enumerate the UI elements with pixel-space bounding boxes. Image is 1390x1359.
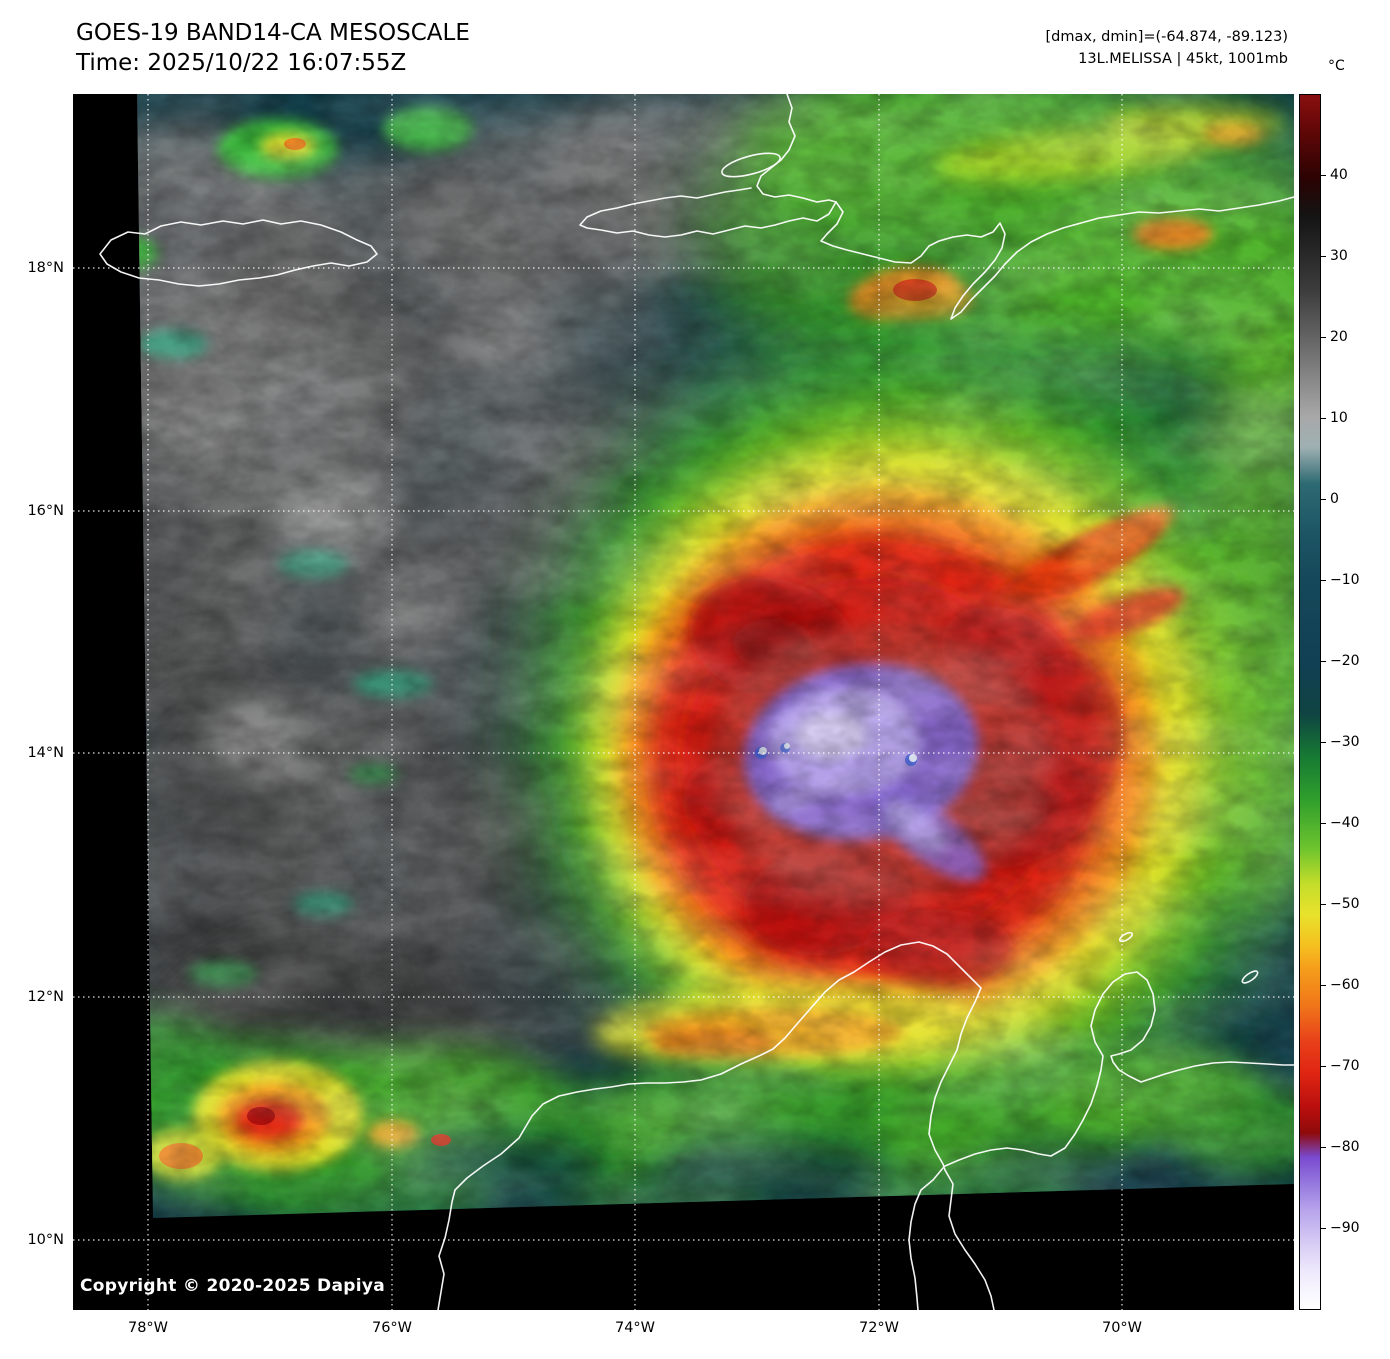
coastline-maracaibo-west bbox=[908, 1167, 944, 1310]
plot-area bbox=[73, 94, 1294, 1310]
lon-label-70w: 70°W bbox=[1101, 1320, 1143, 1336]
lat-label-16n: 16°N bbox=[27, 503, 64, 519]
coastline-jamaica bbox=[99, 219, 378, 287]
colorbar-tick: −70 bbox=[1321, 1058, 1360, 1074]
coastline-hispaniola-south bbox=[820, 196, 1294, 320]
timestamp: Time: 2025/10/22 16:07:55Z bbox=[76, 50, 407, 76]
colorbar-tick: 10 bbox=[1321, 410, 1348, 426]
storm-info: 13L.MELISSA | 45kt, 1001mb bbox=[1078, 51, 1288, 67]
coastline-maracaibo-east bbox=[944, 1169, 995, 1310]
coastline-haiti bbox=[579, 94, 837, 238]
colorbar-tick: 20 bbox=[1321, 329, 1348, 345]
lat-label-10n: 10°N bbox=[27, 1232, 64, 1248]
colorbar-tick: −50 bbox=[1321, 896, 1360, 912]
lon-label-72w: 72°W bbox=[858, 1320, 900, 1336]
lat-label-14n: 14°N bbox=[27, 745, 64, 761]
coastline-venezuela-gulf bbox=[944, 971, 1294, 1167]
colorbar bbox=[1299, 94, 1321, 1310]
coastline-aruba bbox=[1118, 931, 1134, 943]
colorbar-tick: −30 bbox=[1321, 734, 1360, 750]
lon-label-74w: 74°W bbox=[614, 1320, 656, 1336]
colorbar-tick: −80 bbox=[1321, 1139, 1360, 1155]
coastline-south-america bbox=[437, 941, 982, 1310]
colorbar-unit-label: °C bbox=[1328, 58, 1345, 74]
colorbar-tick: −60 bbox=[1321, 977, 1360, 993]
colorbar-tick: −20 bbox=[1321, 653, 1360, 669]
page-title: GOES-19 BAND14-CA MESOSCALE bbox=[76, 20, 470, 46]
coastline-gonave-island bbox=[721, 152, 781, 178]
info-block: [dmax, dmin]=(-64.874, -89.123) 13L.MELI… bbox=[1046, 26, 1289, 70]
lat-label-18n: 18°N bbox=[27, 260, 64, 276]
colorbar-tick: −90 bbox=[1321, 1220, 1360, 1236]
colorbar-tick: −40 bbox=[1321, 815, 1360, 831]
copyright-watermark: Copyright © 2020-2025 Dapiya bbox=[80, 1276, 385, 1296]
satellite-image bbox=[73, 94, 1294, 1310]
colorbar-tick: 40 bbox=[1321, 167, 1348, 183]
colorbar-tick: 0 bbox=[1321, 491, 1339, 507]
lon-label-76w: 76°W bbox=[371, 1320, 413, 1336]
dmax-dmin-readout: [dmax, dmin]=(-64.874, -89.123) bbox=[1045, 29, 1289, 45]
coastline-curacao bbox=[1241, 970, 1259, 984]
colorbar-tick: 30 bbox=[1321, 248, 1348, 264]
graticule bbox=[73, 94, 1294, 1310]
lon-label-78w: 78°W bbox=[127, 1320, 169, 1336]
lat-label-12n: 12°N bbox=[27, 989, 64, 1005]
coastlines bbox=[99, 94, 1294, 1310]
texture-noise bbox=[137, 94, 1294, 1218]
title-block: GOES-19 BAND14-CA MESOSCALE Time: 2025/1… bbox=[76, 18, 470, 78]
colorbar-tick: −10 bbox=[1321, 572, 1360, 588]
